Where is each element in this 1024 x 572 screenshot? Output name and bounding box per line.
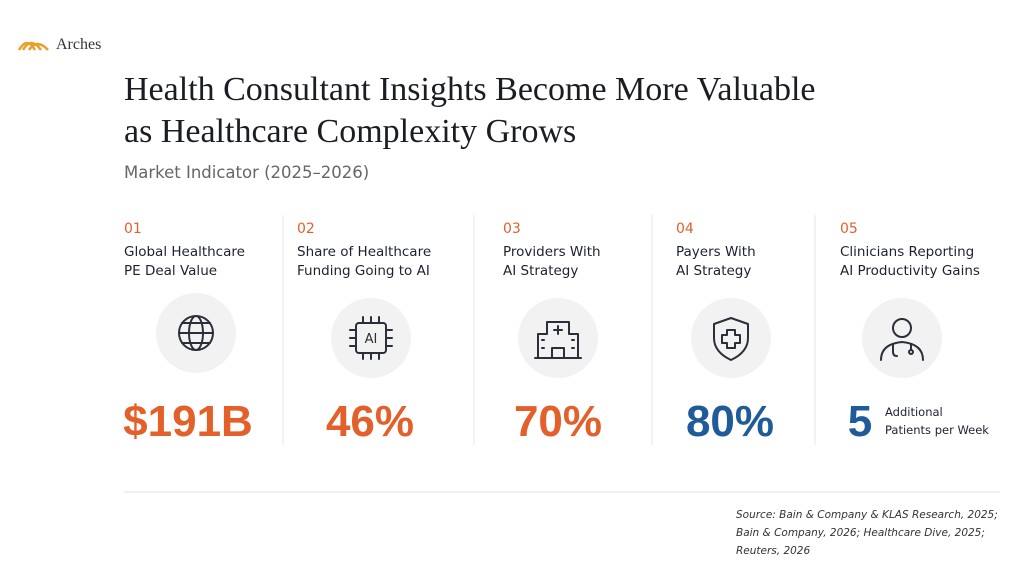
item-note: Patients per Week bbox=[885, 423, 989, 437]
source: Source: Bain & Company & KLAS Research, … bbox=[736, 509, 998, 521]
shield-icon bbox=[713, 317, 749, 361]
item-number: 05 bbox=[840, 221, 858, 237]
item-number: 02 bbox=[297, 221, 315, 237]
title-line: as Healthcare Complexity Grows bbox=[124, 113, 576, 150]
item-label: Funding Going to AI bbox=[297, 263, 430, 279]
item-number: 03 bbox=[503, 221, 521, 237]
title-line: Health Consultant Insights Become More V… bbox=[124, 71, 816, 108]
item-value: $191B bbox=[123, 397, 253, 446]
subtitle: Market Indicator (2025–2026) bbox=[124, 163, 369, 182]
item-label: Global Healthcare bbox=[124, 244, 245, 260]
item-label: Providers With bbox=[503, 244, 601, 260]
chip-icon bbox=[349, 316, 393, 360]
globe-icon bbox=[178, 315, 214, 351]
logo: Arches bbox=[17, 36, 101, 53]
item-label: Share of Healthcare bbox=[297, 244, 431, 260]
item-number: 04 bbox=[676, 221, 694, 237]
item-value: 80% bbox=[686, 397, 774, 446]
clinician-icon bbox=[880, 318, 924, 361]
item-label: PE Deal Value bbox=[124, 263, 217, 279]
item-value: 5 bbox=[848, 397, 872, 446]
source: Bain & Company, 2026; Healthcare Dive, 2… bbox=[736, 527, 985, 539]
item-number: 01 bbox=[124, 221, 142, 237]
item-label: Clinicians Reporting bbox=[840, 244, 974, 260]
item-value: 70% bbox=[514, 397, 602, 446]
item-label: AI Strategy bbox=[503, 263, 578, 279]
chip-text: AI bbox=[365, 332, 378, 347]
item-note: Additional bbox=[885, 405, 943, 419]
item-label: AI Strategy bbox=[676, 263, 751, 279]
hospital-icon bbox=[534, 321, 582, 359]
brand: Arches bbox=[56, 36, 101, 53]
item-label: Payers With bbox=[676, 244, 756, 260]
item-label: AI Productivity Gains bbox=[840, 263, 980, 279]
item-value: 46% bbox=[326, 397, 414, 446]
source: Reuters, 2026 bbox=[736, 545, 810, 557]
